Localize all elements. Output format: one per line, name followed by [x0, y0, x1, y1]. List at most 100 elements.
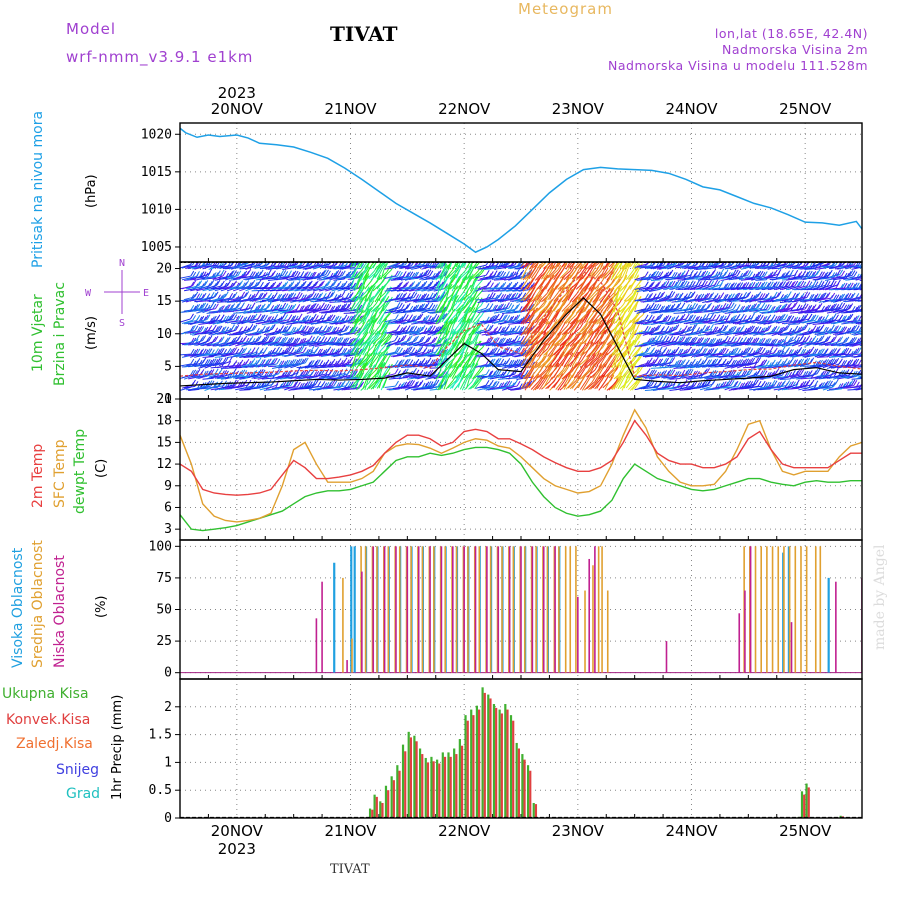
wind-barb — [382, 335, 391, 345]
wind-barb-flag — [398, 262, 401, 265]
wind-barb-flag — [194, 381, 199, 387]
wind-barb-flag — [415, 381, 419, 387]
wind-barb — [210, 298, 222, 302]
wind-barb-flag — [391, 255, 394, 260]
wind-barb — [257, 297, 269, 301]
wind-barb — [447, 314, 457, 323]
wind-barb-flag — [415, 294, 420, 300]
wind-barb-flag — [370, 329, 375, 335]
wind-barb — [451, 334, 458, 345]
wind-barb-flag — [249, 271, 254, 277]
wind-barb-flag — [417, 314, 422, 320]
wind-barb — [457, 262, 461, 270]
wind-barb — [427, 322, 439, 325]
wind-barb-flag — [192, 379, 196, 386]
wind-barb — [253, 340, 265, 345]
wind-barb-flag — [290, 347, 295, 353]
wind-barb — [451, 368, 458, 379]
wind-barb-flag — [319, 348, 324, 355]
wind-barb — [329, 276, 340, 281]
wind-barb-flag — [562, 252, 565, 257]
wind-barb-flag — [245, 270, 250, 277]
wind-barb — [382, 358, 389, 369]
wind-barb-flag — [317, 381, 322, 387]
wind-barb-flag — [288, 346, 293, 352]
wind-barb — [465, 303, 472, 314]
wind-barb — [435, 371, 445, 380]
wind-barb — [318, 330, 330, 336]
wind-barb — [358, 303, 365, 314]
wind-barb-flag — [317, 348, 322, 355]
wind-barb — [406, 265, 418, 270]
wind-barb-flag — [433, 379, 438, 385]
wind-barb — [374, 302, 382, 313]
wind-barb — [327, 353, 339, 356]
wind-barb — [185, 339, 197, 345]
wind-barb-flag — [190, 294, 195, 300]
wind-barb — [321, 277, 333, 281]
wind-barb-flag — [368, 364, 373, 371]
wind-barb — [255, 308, 267, 313]
wind-barb — [472, 325, 480, 335]
wind-barb — [239, 389, 251, 391]
wind-barb — [409, 384, 421, 389]
wind-barb-flag — [448, 319, 453, 325]
wind-barb-flag — [216, 270, 221, 276]
wind-barb — [278, 297, 290, 301]
wind-barb-flag — [220, 305, 225, 311]
wind-barb — [194, 277, 206, 281]
wind-barb-flag — [210, 380, 215, 387]
wind-barb-flag — [245, 280, 250, 286]
wind-barb — [413, 285, 424, 290]
wind-barb-flag — [321, 369, 325, 376]
wind-barb — [447, 269, 457, 279]
wind-barb-flag — [469, 273, 474, 280]
wind-barb-flag — [308, 335, 313, 341]
wind-barb-flag — [362, 253, 365, 258]
wind-barb-flag — [208, 369, 213, 376]
wind-barb-flag — [271, 358, 276, 364]
wind-barb — [280, 297, 291, 302]
wind-barb — [388, 286, 400, 290]
wind-barb-flag — [208, 268, 213, 275]
wind-barb — [466, 334, 473, 345]
wind-barb — [465, 278, 471, 290]
wind-barb — [265, 277, 277, 280]
wind-barb — [183, 296, 195, 301]
wind-barb — [390, 278, 402, 281]
wind-barb — [350, 300, 357, 311]
wind-barb — [350, 366, 355, 377]
wind-barb-flag — [231, 303, 236, 309]
wind-barb-flag — [198, 262, 202, 266]
wind-barb — [241, 263, 253, 268]
wind-barb — [445, 367, 451, 378]
wind-barb — [192, 307, 203, 312]
wind-barb-flag — [345, 315, 350, 322]
wind-barb-flag — [233, 360, 238, 366]
wind-barb — [251, 330, 263, 335]
wind-barb — [243, 356, 255, 358]
wind-barb — [243, 329, 255, 334]
wind-barb-flag — [261, 325, 266, 332]
wind-barb-flag — [339, 346, 344, 352]
wind-barb — [198, 263, 210, 267]
wind-barb-flag — [402, 334, 407, 341]
wind-barb-flag — [349, 356, 354, 363]
wind-barb-flag — [292, 303, 297, 310]
wind-barb — [214, 296, 226, 301]
wind-barb — [425, 351, 437, 356]
wind-barb-flag — [310, 345, 315, 352]
wind-barb — [308, 264, 320, 268]
wind-barb-flag — [219, 305, 224, 312]
wind-barb — [441, 291, 448, 302]
wind-barb — [194, 308, 206, 312]
wind-barb-flag — [296, 358, 301, 365]
wind-barb-flag — [206, 359, 211, 365]
wind-barb — [423, 318, 435, 324]
wind-barb — [390, 298, 402, 301]
wind-barb-flag — [208, 335, 213, 342]
wind-barb — [222, 318, 234, 323]
wind-barb-flag — [577, 254, 580, 259]
wind-barb-flag — [370, 319, 375, 326]
wind-barb — [304, 351, 316, 356]
